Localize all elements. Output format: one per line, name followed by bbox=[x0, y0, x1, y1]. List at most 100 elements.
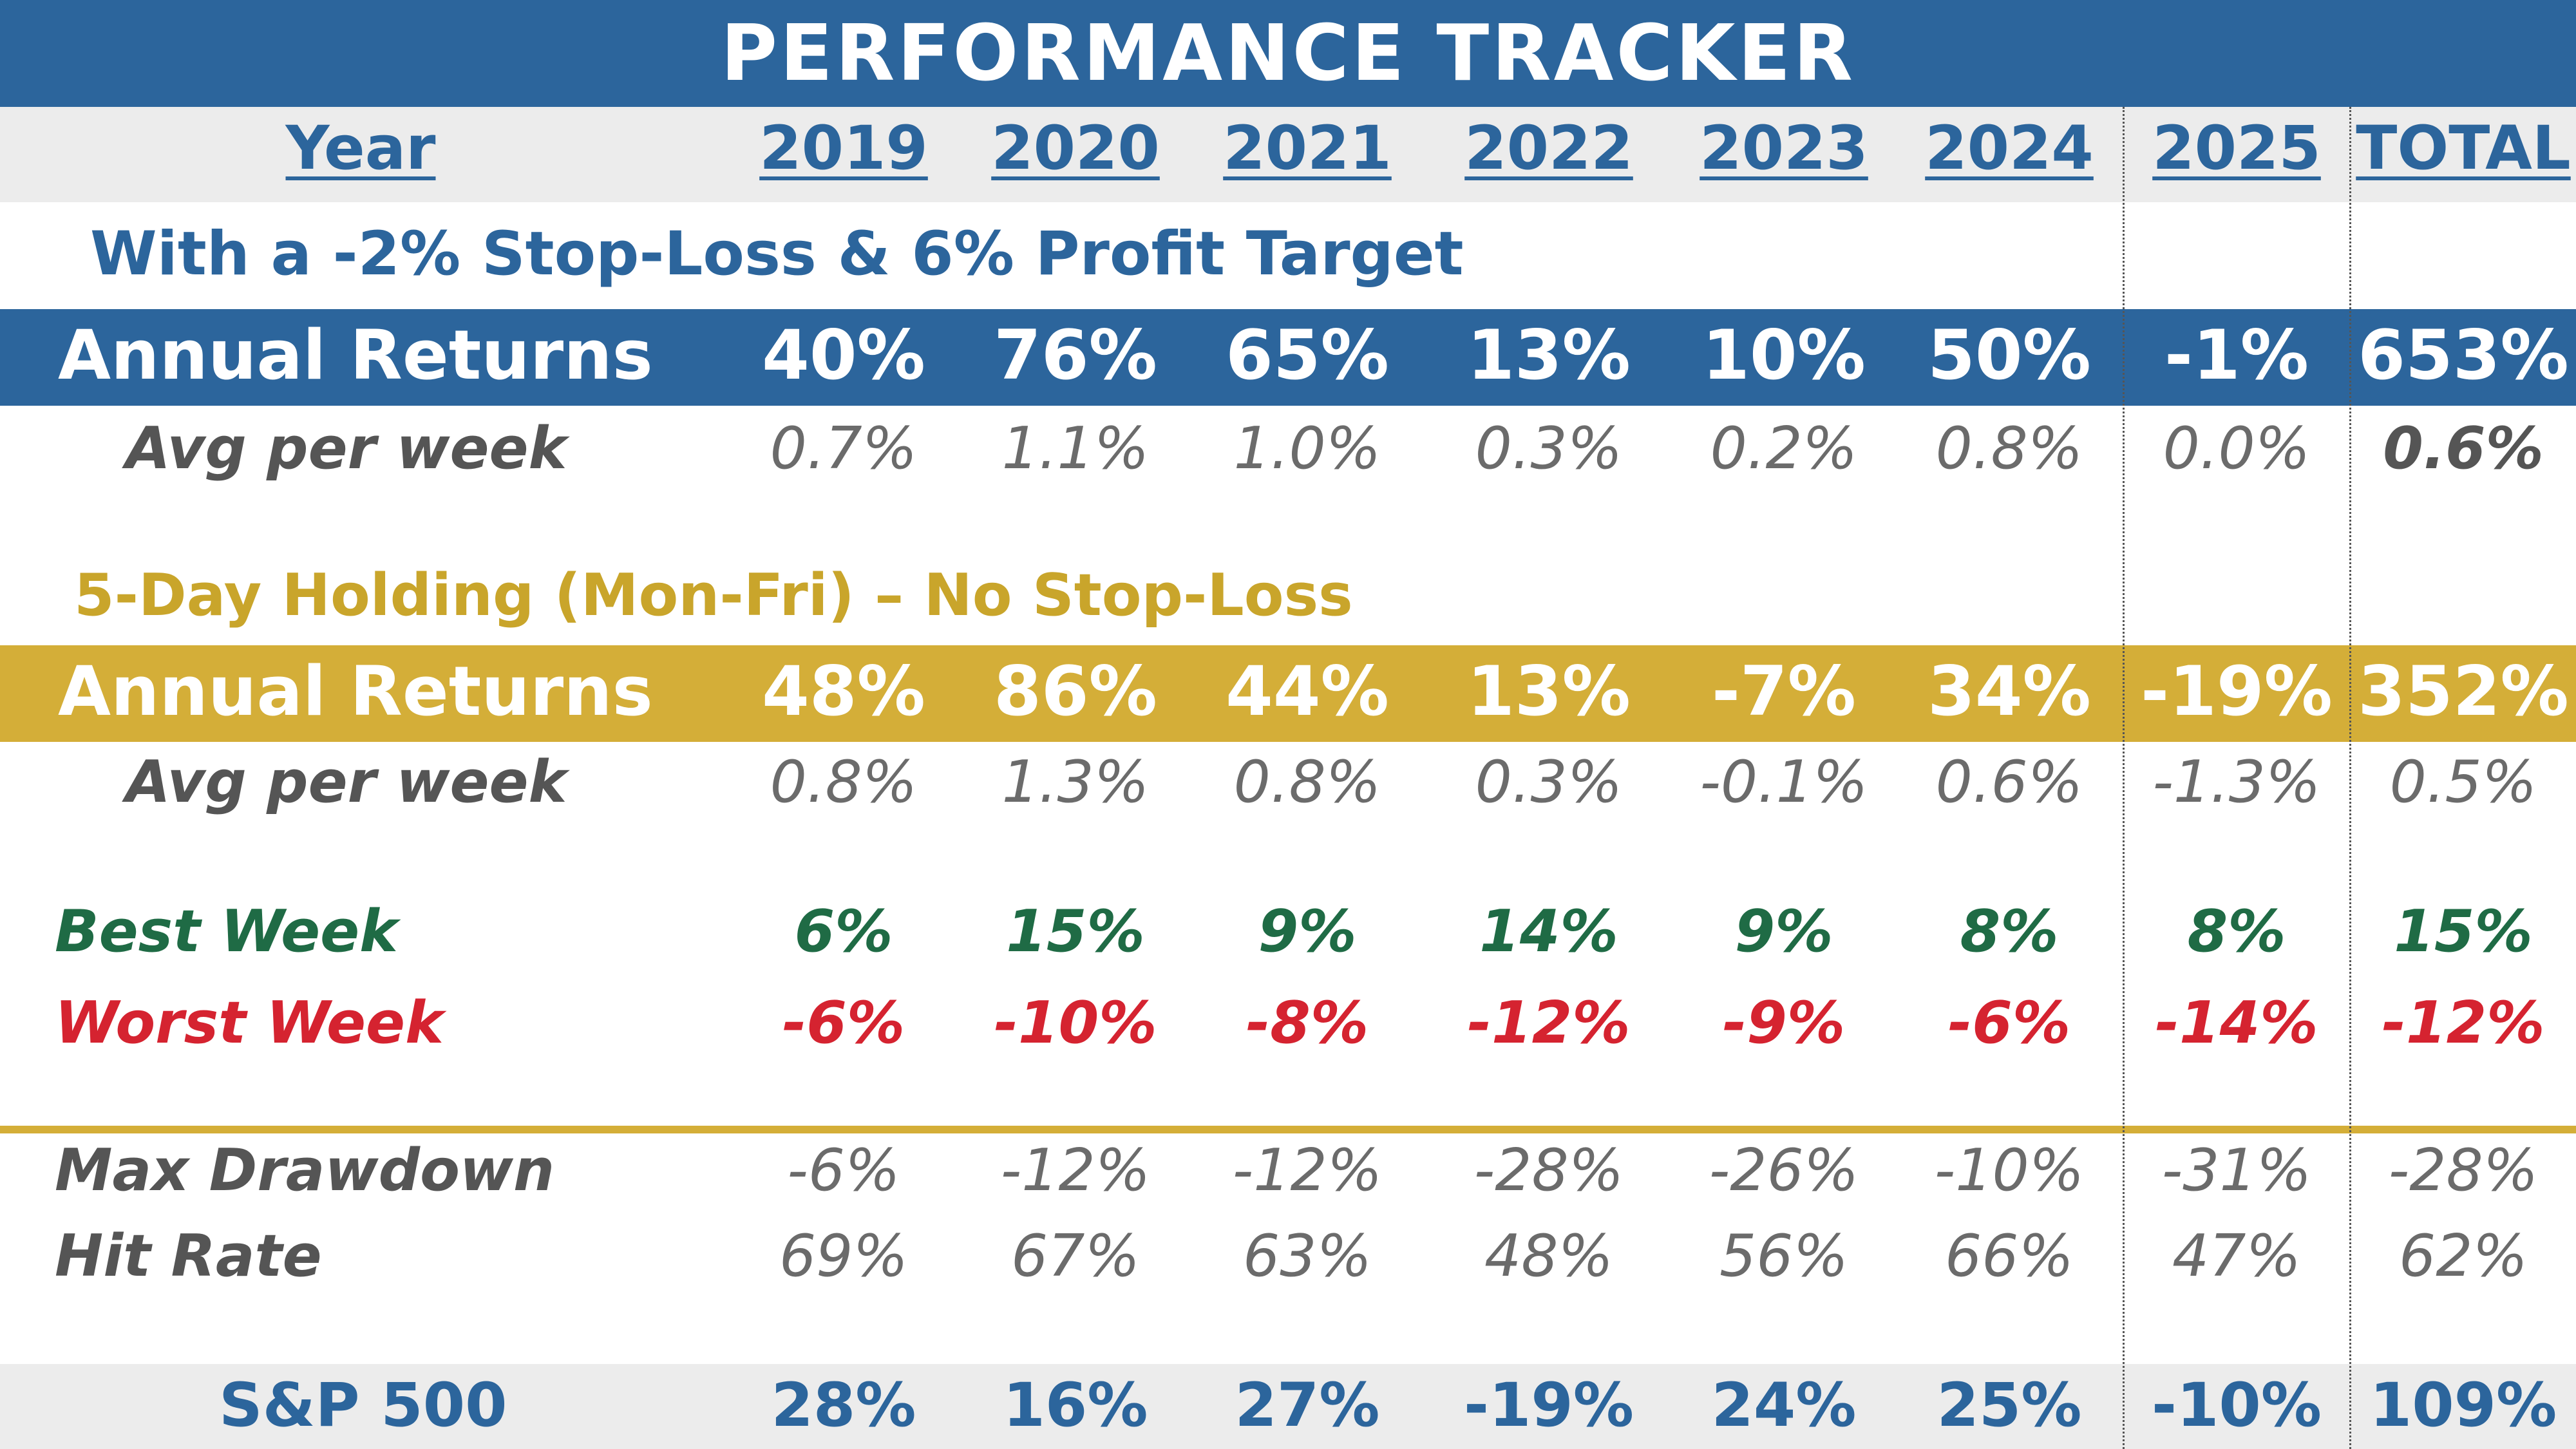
drawdown-value: -28% bbox=[1473, 1137, 1624, 1204]
best-week-total: 15% bbox=[2394, 898, 2533, 965]
hit-rate-value: 67% bbox=[1010, 1222, 1141, 1290]
year-column: 2020 bbox=[991, 113, 1160, 184]
drawdown-value: -26% bbox=[1709, 1137, 1859, 1204]
avg-week-value: 0.8% bbox=[770, 748, 918, 816]
hit-rate-value: 48% bbox=[1484, 1222, 1614, 1290]
avg-week-value: 0.8% bbox=[1935, 415, 2083, 482]
year-column: 2025 bbox=[2152, 113, 2321, 184]
annual-return-value: -19% bbox=[2141, 652, 2333, 731]
strategy1-returns-band bbox=[0, 309, 2576, 406]
annual-return-value: 44% bbox=[1226, 652, 1389, 731]
hit-rate-total: 62% bbox=[2398, 1222, 2528, 1290]
annual-return-value: 10% bbox=[1702, 316, 1866, 395]
sp500-value: 28% bbox=[771, 1370, 916, 1441]
sp500-label: S&P 500 bbox=[219, 1370, 507, 1441]
best-week-value: 15% bbox=[1006, 898, 1145, 965]
avg-week-value: 0.3% bbox=[1475, 748, 1623, 816]
worst-week-value: -10% bbox=[994, 989, 1157, 1057]
avg-week-total: 0.5% bbox=[2389, 748, 2537, 816]
year-header-band bbox=[0, 107, 2576, 202]
annual-return-value: 50% bbox=[1927, 316, 2091, 395]
annual-returns-label: Annual Returns bbox=[58, 316, 653, 395]
worst-week-value: -9% bbox=[1722, 989, 1846, 1057]
worst-week-value: -14% bbox=[2155, 989, 2318, 1057]
hit-rate-value: 66% bbox=[1944, 1222, 2074, 1290]
avg-per-week-label: Avg per week bbox=[126, 748, 567, 816]
divider-2025 bbox=[2123, 107, 2125, 1449]
year-label: Year bbox=[285, 113, 436, 184]
annual-return-value: 13% bbox=[1467, 316, 1631, 395]
sp500-band bbox=[0, 1364, 2576, 1449]
hit-rate-value: 47% bbox=[2172, 1222, 2302, 1290]
avg-week-value: 0.7% bbox=[770, 415, 918, 482]
avg-week-value: 1.0% bbox=[1233, 415, 1381, 482]
annual-return-value: 65% bbox=[1226, 316, 1389, 395]
sp500-value: -10% bbox=[2151, 1370, 2322, 1441]
year-column: 2021 bbox=[1223, 113, 1392, 184]
best-week-value: 9% bbox=[1734, 898, 1833, 965]
page-title: PERFORMANCE TRACKER bbox=[721, 9, 1855, 99]
avg-week-value: 0.2% bbox=[1710, 415, 1858, 482]
annual-return-value: 34% bbox=[1927, 652, 2091, 731]
best-week-value: 14% bbox=[1479, 898, 1618, 965]
year-column: 2022 bbox=[1464, 113, 1633, 184]
title-bar bbox=[0, 0, 2576, 107]
worst-week-value: -6% bbox=[782, 989, 905, 1057]
sp500-value: 25% bbox=[1937, 1370, 2082, 1441]
annual-return-value: -1% bbox=[2164, 316, 2309, 395]
annual-returns-label: Annual Returns bbox=[58, 652, 653, 731]
annual-return-value: 40% bbox=[762, 316, 925, 395]
gold-divider bbox=[0, 1126, 2576, 1133]
drawdown-value: -12% bbox=[1232, 1137, 1383, 1204]
hit-rate-label: Hit Rate bbox=[55, 1222, 322, 1290]
hit-rate-value: 56% bbox=[1719, 1222, 1849, 1290]
annual-return-value: -7% bbox=[1712, 652, 1856, 731]
avg-week-value: -1.3% bbox=[2152, 748, 2321, 816]
worst-week-total: -12% bbox=[2382, 989, 2545, 1057]
avg-per-week-label: Avg per week bbox=[126, 415, 567, 482]
annual-return-value: 76% bbox=[994, 316, 1157, 395]
worst-week-value: -8% bbox=[1245, 989, 1369, 1057]
year-column: 2024 bbox=[1925, 113, 2094, 184]
strategy2-title: 5-Day Holding (Mon-Fri) – No Stop-Loss bbox=[74, 562, 1353, 629]
worst-week-value: -12% bbox=[1467, 989, 1631, 1057]
hit-rate-value: 63% bbox=[1242, 1222, 1372, 1290]
avg-week-value: 1.3% bbox=[1001, 748, 1150, 816]
annual-return-total: 352% bbox=[2358, 652, 2569, 731]
sp500-value: -19% bbox=[1463, 1370, 1634, 1441]
best-week-label: Best Week bbox=[55, 898, 399, 965]
annual-return-total: 653% bbox=[2358, 316, 2569, 395]
drawdown-value: -12% bbox=[1000, 1137, 1151, 1204]
sp500-value: 24% bbox=[1711, 1370, 1857, 1441]
best-week-value: 6% bbox=[794, 898, 893, 965]
sp500-value: 16% bbox=[1003, 1370, 1148, 1441]
avg-week-value: -0.1% bbox=[1700, 748, 1868, 816]
strategy1-title: With a -2% Stop-Loss & 6% Profit Target bbox=[90, 219, 1464, 289]
avg-week-value: 0.8% bbox=[1233, 748, 1381, 816]
worst-week-value: -6% bbox=[1947, 989, 2071, 1057]
year-column: 2019 bbox=[759, 113, 928, 184]
divider-total bbox=[2349, 107, 2351, 1449]
avg-week-value: 0.3% bbox=[1475, 415, 1623, 482]
annual-return-value: 13% bbox=[1467, 652, 1631, 731]
best-week-value: 9% bbox=[1258, 898, 1357, 965]
year-column: 2023 bbox=[1700, 113, 1868, 184]
avg-week-total: 0.6% bbox=[2383, 415, 2544, 482]
hit-rate-value: 69% bbox=[779, 1222, 909, 1290]
sp500-total: 109% bbox=[2369, 1370, 2557, 1441]
drawdown-value: -6% bbox=[787, 1137, 900, 1204]
best-week-value: 8% bbox=[1960, 898, 2059, 965]
sp500-value: 27% bbox=[1235, 1370, 1380, 1441]
drawdown-value: -31% bbox=[2161, 1137, 2312, 1204]
worst-week-label: Worst Week bbox=[55, 989, 444, 1057]
avg-week-value: 0.0% bbox=[2163, 415, 2311, 482]
annual-return-value: 48% bbox=[762, 652, 925, 731]
best-week-value: 8% bbox=[2187, 898, 2286, 965]
avg-week-value: 1.1% bbox=[1001, 415, 1150, 482]
max-drawdown-label: Max Drawdown bbox=[55, 1137, 555, 1204]
year-column-total: TOTAL bbox=[2356, 113, 2571, 184]
drawdown-value: -10% bbox=[1934, 1137, 2085, 1204]
strategy2-returns-band bbox=[0, 645, 2576, 742]
drawdown-total: -28% bbox=[2388, 1137, 2539, 1204]
annual-return-value: 86% bbox=[994, 652, 1157, 731]
